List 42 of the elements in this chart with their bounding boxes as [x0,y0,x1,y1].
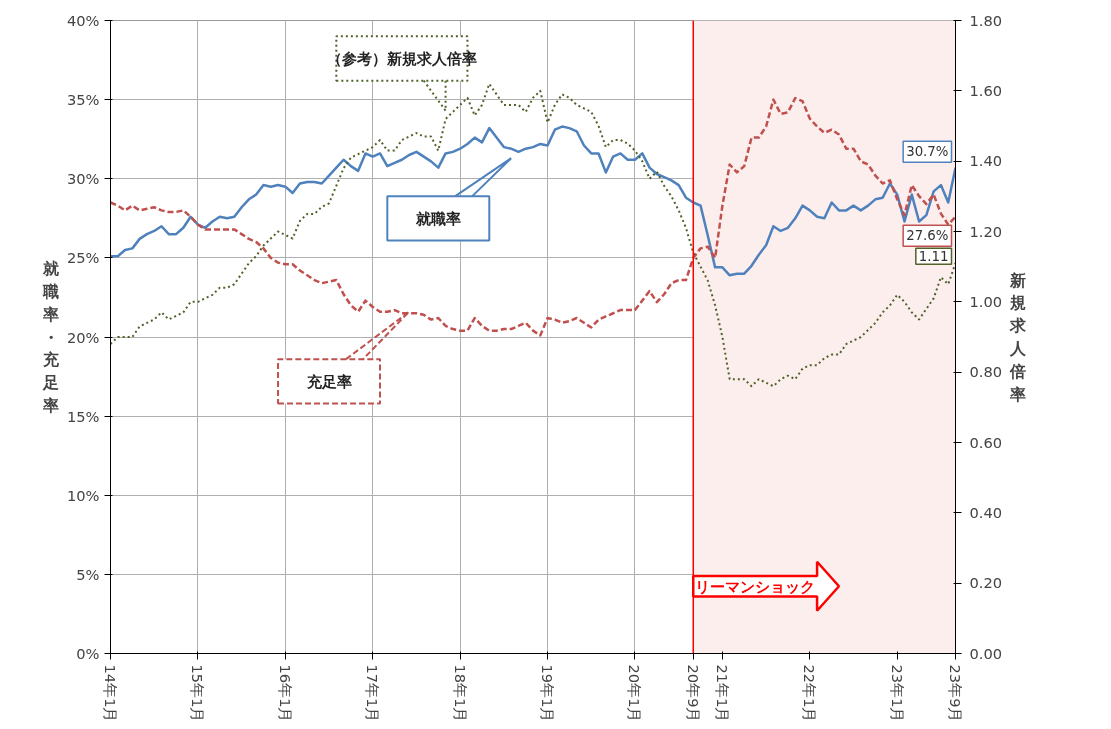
y-tick-label: 30% [66,170,100,188]
x-tick-label: 18年1月 [451,664,469,723]
y2-tick-label: 0.40 [969,503,1003,521]
data-label: 30.7% [906,144,949,160]
y-tick-label: 25% [66,249,100,267]
x-tick-label: 21年1月 [713,664,731,723]
x-tick-label: 20年9月 [684,664,702,723]
data-label: 1.11 [918,249,949,265]
y2-tick-label: 0.20 [969,574,1003,592]
y-tick-label: 15% [66,407,100,425]
y2-tick-label: 0.60 [969,433,1003,451]
y2-tick-label: 1.60 [969,81,1003,99]
y2-tick-label: 0.00 [969,644,1003,662]
band-label: リーマンショック [695,577,816,595]
y-tick-label: 5% [76,565,100,583]
x-tick-label: 19年1月 [539,664,557,723]
y2-axis-title: 新規求人倍率 [1009,270,1028,404]
x-tick-label: 17年1月 [364,664,382,723]
x-tick-label: 16年1月 [276,664,294,723]
x-tick-label: 23年1月 [888,664,906,723]
y2-tick-label: 1.00 [969,292,1003,310]
line-series [110,125,956,277]
text: 就職率 [414,209,461,227]
x-tick-label: 22年1月 [801,664,819,723]
x-tick-label: 20年1月 [626,664,644,723]
y2-tick-label: 1.40 [969,152,1003,170]
x-tick-label: 15年1月 [189,664,207,723]
text: 充足率 [305,372,352,390]
y2-tick-label: 1.20 [969,222,1003,240]
y-tick-label: 35% [66,91,100,109]
y-tick-label: 40% [66,12,100,29]
y-tick-label: 20% [66,328,100,346]
x-tick-label: 14年1月 [102,664,119,723]
y-tick-label: 0% [76,645,100,662]
series-label: （参考）新規求人倍率 [326,49,477,67]
x-tick-label: 23年9月 [947,664,964,723]
y2-tick-label: 1.80 [969,11,1003,29]
line-series [110,82,956,388]
y-tick-label: 10% [66,486,100,504]
y-axis-title: 就職率・充足率 [41,259,60,415]
data-label: 27.6% [906,228,949,244]
y2-tick-label: 0.80 [969,363,1003,381]
